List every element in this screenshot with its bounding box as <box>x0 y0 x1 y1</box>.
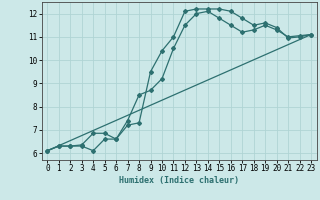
X-axis label: Humidex (Indice chaleur): Humidex (Indice chaleur) <box>119 176 239 185</box>
